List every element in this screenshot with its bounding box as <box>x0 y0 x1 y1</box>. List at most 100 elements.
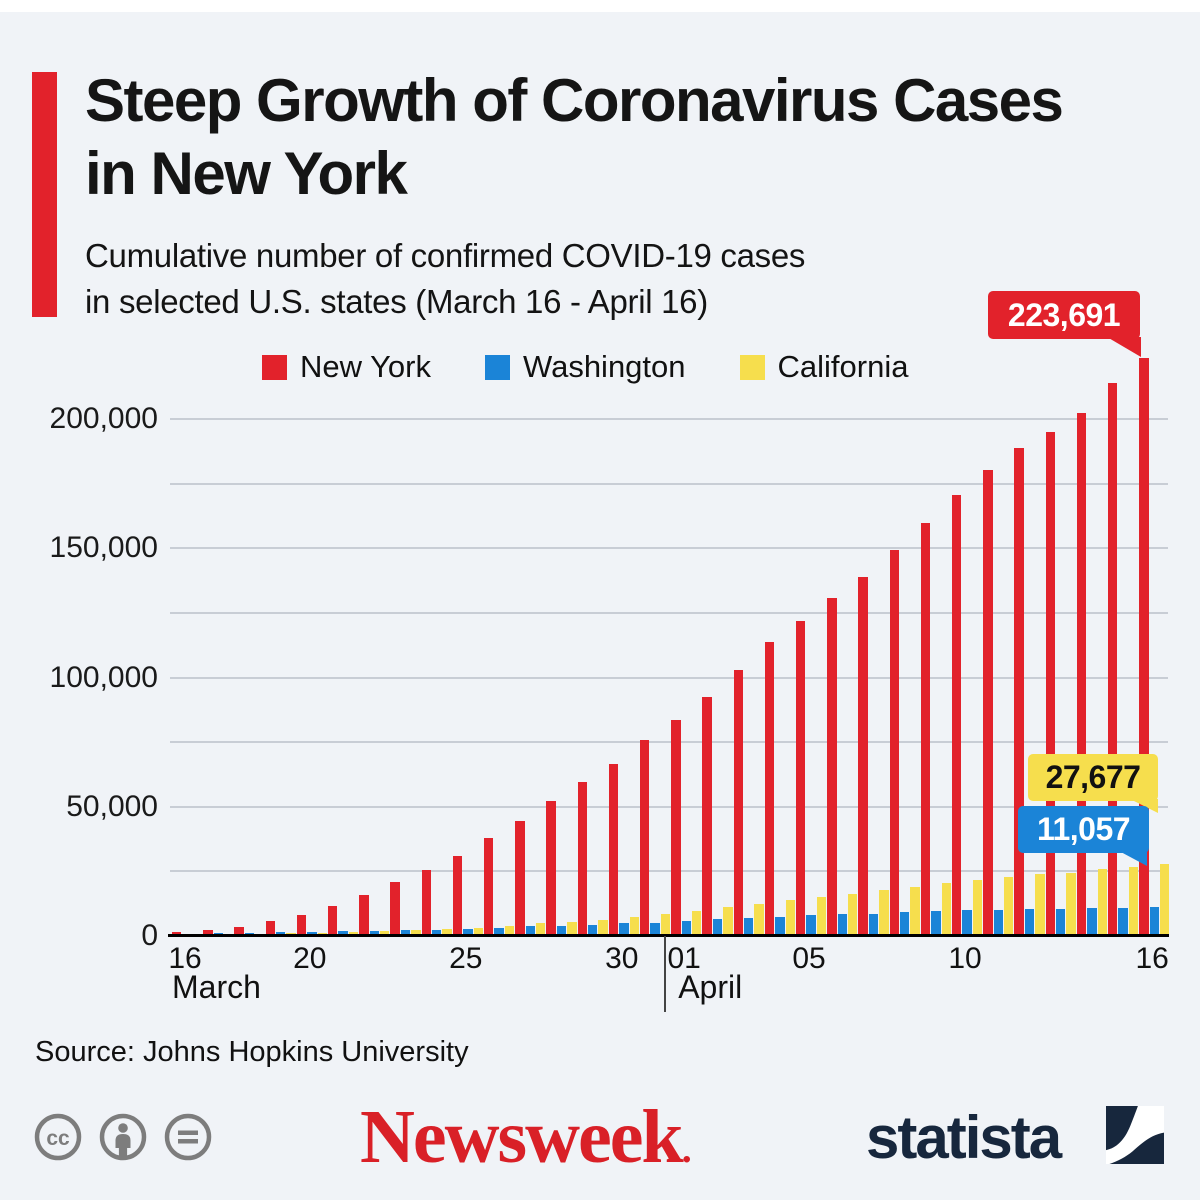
statista-logo-icon <box>1106 1106 1164 1164</box>
callout-washington-value: 11,057 <box>1036 811 1131 847</box>
bar-california-april-9 <box>941 882 951 936</box>
subtitle-line-2: in selected U.S. states (March 16 - Apri… <box>85 283 708 320</box>
x-axis-line <box>168 934 1169 937</box>
bar-washington-april-6 <box>837 914 847 936</box>
bar-california-march-29 <box>598 919 608 936</box>
bar-new-york-april-13 <box>1045 431 1055 936</box>
bar-new-york-march-23 <box>390 882 400 936</box>
bar-washington-april-8 <box>900 912 910 936</box>
legend-item-california: California <box>739 349 908 385</box>
bar-washington-april-15 <box>1118 908 1128 936</box>
x-tick-label-april-10: 10 <box>948 942 982 975</box>
bar-new-york-april-10 <box>952 495 962 936</box>
x-tick-label-march-20: 20 <box>293 942 327 975</box>
source-text: Source: Johns Hopkins University <box>35 1036 469 1068</box>
bar-new-york-march-25 <box>452 856 463 936</box>
cc-icon: cc <box>34 1113 82 1161</box>
bar-washington-april-16 <box>1149 907 1159 936</box>
bar-washington-march-21 <box>338 931 348 936</box>
svg-text:cc: cc <box>46 1127 70 1150</box>
bar-washington-march-23 <box>400 930 411 936</box>
gridline-150000 <box>170 547 1168 550</box>
bar-new-york-april-5 <box>796 620 806 936</box>
legend-swatch <box>484 354 510 380</box>
bar-new-york-april-15 <box>1108 383 1118 936</box>
callout-new-york: 223,691 <box>988 291 1141 357</box>
chart-background <box>0 12 1200 1200</box>
bar-washington-april-13 <box>1056 908 1066 936</box>
legend-label: New York <box>300 349 431 384</box>
title-line-2: in New York <box>85 140 408 207</box>
bar-california-april-16 <box>1160 864 1170 936</box>
gridline-100000 <box>170 676 1168 679</box>
bar-new-york-march-29 <box>577 782 587 936</box>
x-tick-label-april-1: 01 <box>667 942 701 975</box>
bar-washington-march-24 <box>432 929 442 936</box>
bar-washington-april-5 <box>806 915 816 936</box>
bar-new-york-april-2 <box>702 697 712 936</box>
bar-california-april-14 <box>1097 869 1107 936</box>
bar-washington-april-3 <box>744 917 754 936</box>
bar-new-york-march-17 <box>203 929 213 936</box>
title-line-1: Steep Growth of Coronavirus Cases <box>85 67 1064 134</box>
bar-california-april-7 <box>879 890 889 936</box>
bar-washington-april-14 <box>1087 908 1097 936</box>
bar-new-york-april-8 <box>889 550 899 936</box>
bar-california-april-1 <box>692 910 702 936</box>
bar-new-york-march-26 <box>484 838 494 936</box>
bar-new-york-march-21 <box>328 905 338 936</box>
bar-new-york-march-22 <box>359 895 369 936</box>
gridline-25000 <box>170 870 1168 873</box>
gridline-50000 <box>170 805 1168 808</box>
bar-california-march-26 <box>504 925 515 936</box>
attribution-person-icon <box>99 1113 147 1161</box>
bar-california-march-22 <box>380 931 390 936</box>
bar-washington-april-10 <box>962 910 972 936</box>
bar-california-march-21 <box>348 932 359 936</box>
month-label-april: April <box>678 969 743 1005</box>
y-tick-label-0: 0 <box>141 919 158 952</box>
x-tick-label-march-30: 30 <box>605 942 639 975</box>
legend-label: Washington <box>522 349 686 384</box>
bar-new-york-april-12 <box>1014 448 1024 936</box>
bar-new-york-march-27 <box>515 820 525 936</box>
month-divider-line <box>664 936 667 1012</box>
legend-swatch <box>739 354 765 380</box>
bar-washington-march-25 <box>463 929 473 936</box>
bar-california-april-13 <box>1066 873 1076 936</box>
bar-california-april-6 <box>848 893 858 936</box>
bar-new-york-march-30 <box>608 764 619 936</box>
callout-california-value: 27,677 <box>1045 759 1141 795</box>
bar-washington-april-2 <box>712 918 723 936</box>
gridline-75000 <box>170 741 1168 744</box>
bar-california-april-12 <box>1035 874 1045 936</box>
bar-washington-april-12 <box>1024 909 1035 936</box>
bar-new-york-april-14 <box>1076 413 1087 936</box>
bar-new-york-april-9 <box>920 522 931 936</box>
bar-california-april-3 <box>754 903 764 936</box>
legend-item-washington: Washington <box>484 349 686 385</box>
chart-legend: New York Washington California <box>262 349 908 385</box>
bar-washington-march-27 <box>525 926 535 936</box>
y-tick-label-150000: 150,000 <box>49 531 158 565</box>
legend-swatch <box>262 354 287 380</box>
x-tick-label-march-25: 25 <box>449 942 483 975</box>
bar-new-york-april-4 <box>764 642 775 936</box>
x-tick-label-april-5: 05 <box>792 942 826 975</box>
bar-california-march-24 <box>442 929 452 936</box>
gridline-200000 <box>170 418 1168 420</box>
red-accent-bar <box>32 72 57 317</box>
bar-new-york-march-18 <box>234 926 244 936</box>
bar-new-york-april-1 <box>671 719 681 936</box>
callout-california: 27,677 <box>1028 754 1158 813</box>
bar-washington-march-28 <box>556 925 567 936</box>
bar-california-april-5 <box>816 896 827 936</box>
bar-new-york-march-28 <box>546 800 556 936</box>
gridline-175000 <box>170 482 1168 485</box>
y-tick-label-200000: 200,000 <box>49 402 158 435</box>
y-tick-label-100000: 100,000 <box>49 660 158 694</box>
bar-california-april-11 <box>1004 877 1014 936</box>
equals-nd-icon <box>164 1113 212 1161</box>
bar-washington-april-4 <box>775 916 785 936</box>
